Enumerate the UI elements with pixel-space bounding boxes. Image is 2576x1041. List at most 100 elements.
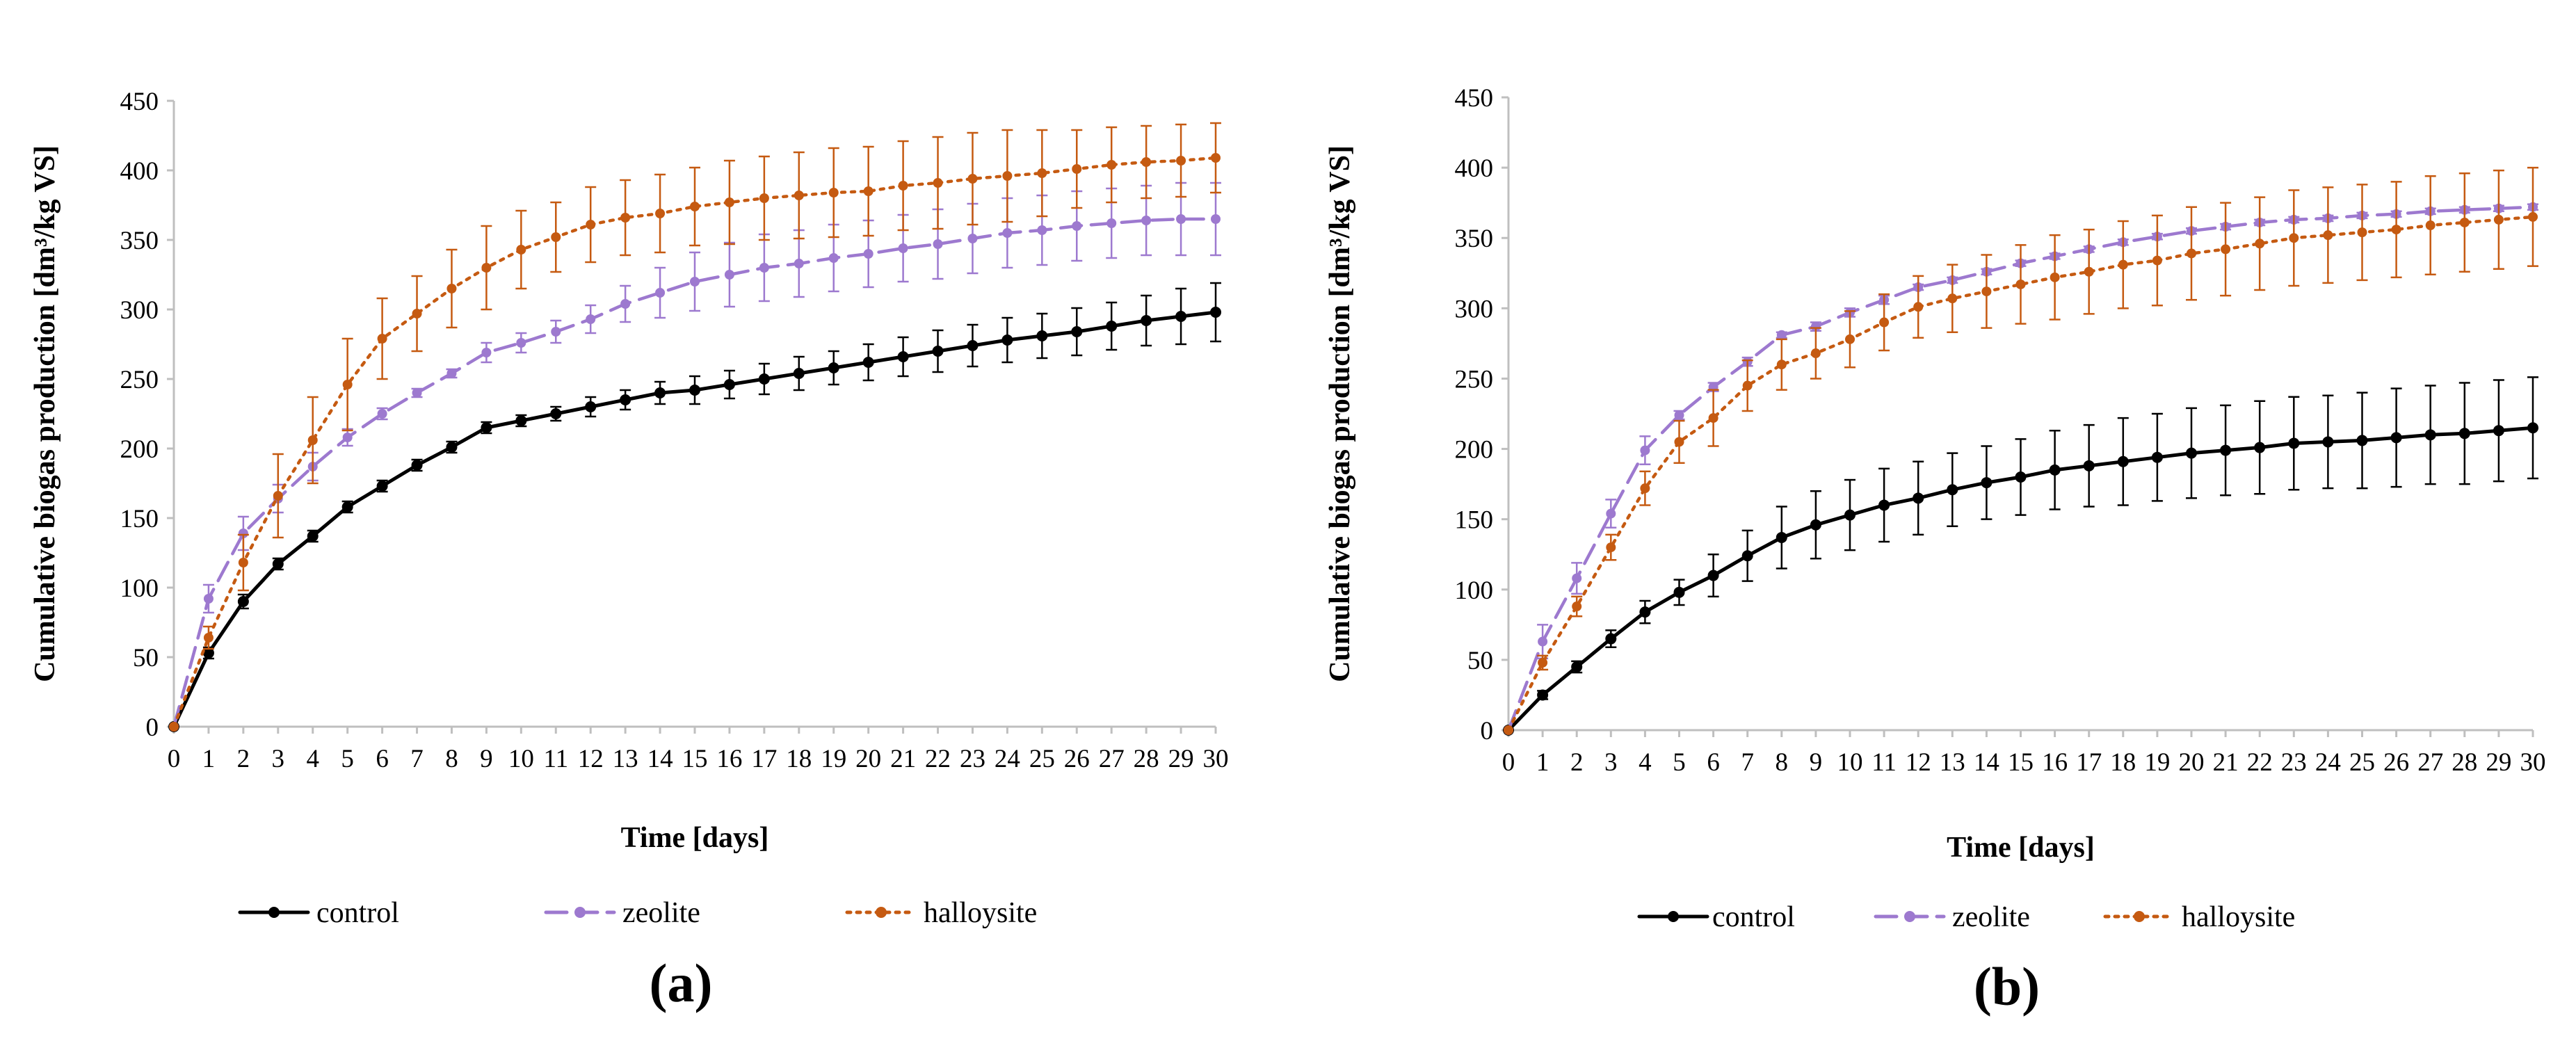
panel-label: (a) [650, 953, 713, 1013]
x-tick-label: 12 [1906, 748, 1931, 777]
data-point [2458, 428, 2470, 439]
data-point [967, 234, 978, 243]
x-tick-label: 18 [786, 745, 812, 773]
data-point [1640, 483, 1650, 494]
data-point [1981, 287, 1992, 297]
x-tick-label: 10 [508, 745, 534, 773]
data-point [932, 346, 944, 357]
series-halloysite [1504, 166, 2538, 735]
x-tick-label: 21 [2213, 748, 2239, 777]
data-point [2084, 266, 2094, 277]
data-point [655, 288, 666, 298]
x-axis-title: Time [days] [1947, 832, 2095, 864]
data-point [1674, 437, 1684, 447]
x-tick-label: 22 [2247, 748, 2273, 777]
data-point [2357, 227, 2367, 238]
x-tick-label: 29 [2486, 748, 2511, 777]
data-point [2288, 437, 2300, 449]
data-point [1742, 380, 1753, 391]
x-tick-label: 20 [855, 745, 881, 773]
legend-marker-zeolite [574, 907, 586, 918]
y-tick-label: 50 [1467, 647, 1493, 675]
x-tick-label: 30 [2520, 748, 2546, 777]
data-point [828, 253, 839, 263]
data-point [794, 259, 804, 268]
x-tick-label: 28 [1134, 745, 1159, 773]
data-point [1106, 218, 1117, 228]
x-tick-label: 25 [1029, 745, 1055, 773]
x-axis-title: Time [days] [621, 822, 769, 854]
y-tick-label: 100 [1455, 576, 1494, 605]
data-point [1810, 348, 1821, 359]
y-axis-title: Cumulative biogas production [dm³/kg VS] [29, 145, 61, 682]
data-point [446, 284, 457, 293]
data-point [724, 270, 734, 280]
data-point [481, 348, 492, 357]
data-point [1913, 492, 1924, 504]
data-point [1141, 157, 1152, 167]
data-point [828, 362, 839, 373]
data-point [1001, 334, 1013, 346]
data-point [1878, 499, 1890, 511]
data-point [967, 174, 978, 184]
data-point [2459, 217, 2470, 227]
data-point [237, 596, 249, 607]
data-point [1538, 657, 1548, 668]
data-point [2527, 422, 2538, 434]
y-tick-label: 300 [1455, 295, 1494, 323]
x-tick-label: 13 [1940, 748, 1965, 777]
x-tick-label: 7 [1741, 748, 1754, 777]
data-point [690, 277, 700, 287]
data-point [620, 299, 631, 309]
y-tick-label: 100 [120, 574, 159, 603]
data-point [1211, 153, 1221, 163]
data-point [1071, 326, 1083, 337]
data-point [897, 351, 909, 362]
data-point [1947, 293, 1958, 304]
data-point [794, 191, 804, 200]
y-tick-label: 200 [120, 435, 159, 464]
x-tick-label: 14 [647, 745, 673, 773]
legend-label-halloysite: halloysite [2182, 901, 2295, 933]
data-point [1572, 573, 1582, 583]
data-point [307, 531, 319, 542]
x-tick-label: 15 [2008, 748, 2034, 777]
x-tick-label: 15 [682, 745, 708, 773]
data-point [1037, 225, 1047, 235]
data-point [1537, 689, 1549, 701]
data-point [2254, 442, 2266, 453]
x-tick-label: 28 [2452, 748, 2477, 777]
data-point [2323, 230, 2333, 241]
legend-label-control: control [1712, 901, 1795, 933]
x-tick-label: 9 [1810, 748, 1823, 777]
data-point [446, 442, 458, 453]
data-point [2049, 464, 2061, 476]
legend-label-zeolite: zeolite [1952, 901, 2030, 933]
data-point [551, 232, 561, 242]
data-point [620, 213, 631, 223]
data-point [307, 435, 318, 445]
x-tick-label: 24 [995, 745, 1020, 773]
data-point [342, 433, 353, 442]
data-point [1036, 330, 1048, 341]
data-point [654, 387, 666, 398]
x-tick-label: 18 [2110, 748, 2136, 777]
data-point [1776, 360, 1787, 370]
y-tick-label: 0 [1481, 717, 1494, 745]
data-point [1572, 602, 1582, 612]
data-point [238, 558, 248, 567]
data-point [1072, 164, 1082, 174]
x-tick-label: 8 [1776, 748, 1789, 777]
x-tick-label: 17 [2076, 748, 2102, 777]
data-point [1606, 508, 1616, 519]
data-point [1913, 302, 1924, 312]
data-point [898, 243, 908, 253]
data-point [238, 528, 248, 538]
data-point [863, 249, 874, 259]
data-point [898, 181, 908, 191]
data-point [862, 357, 874, 368]
x-tick-label: 7 [410, 745, 424, 773]
data-point [933, 178, 943, 188]
data-point [1844, 509, 1855, 521]
data-point [1708, 413, 1718, 423]
